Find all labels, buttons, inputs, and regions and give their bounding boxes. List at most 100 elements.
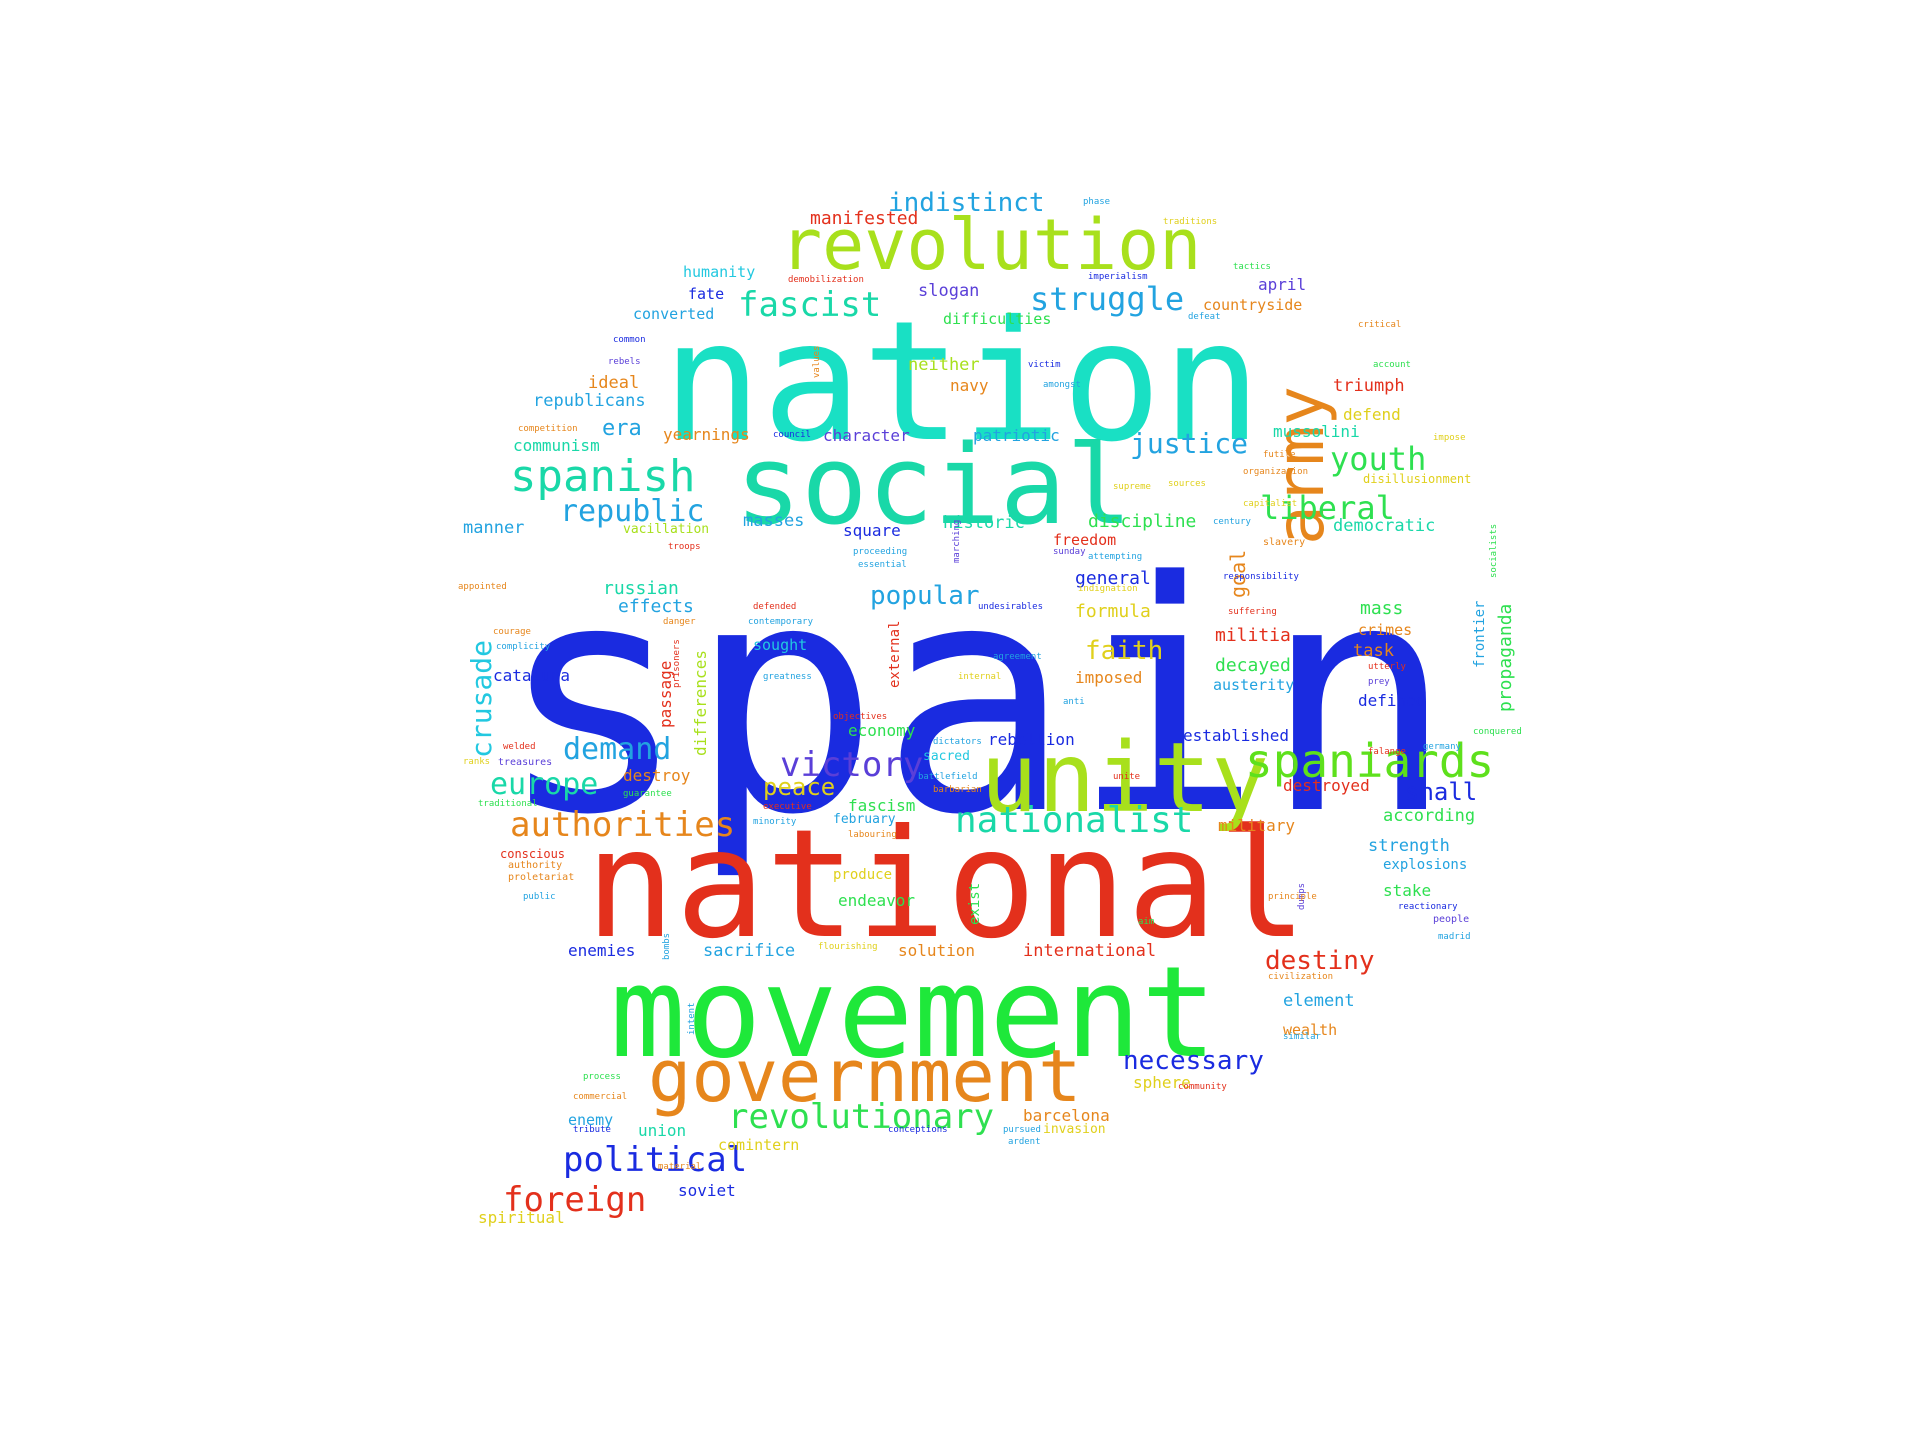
word-decayed: decayed (1215, 655, 1291, 676)
word-essential: essential (858, 560, 907, 570)
word-defend: defend (1343, 405, 1401, 424)
word-flourishing: flourishing (818, 942, 878, 952)
word-enemy: enemy (568, 1111, 614, 1129)
word-exist: exist (967, 882, 983, 925)
word-executive: executive (763, 802, 812, 812)
word-process: process (583, 1072, 621, 1082)
word-people: people (1433, 914, 1470, 925)
word-indignation: indignation (1078, 584, 1138, 594)
word-revolution: revolution (780, 204, 1202, 286)
word-international: international (1023, 941, 1157, 961)
word-justice: justice (1130, 427, 1249, 460)
word-reactionary: reactionary (1398, 902, 1458, 912)
word-necessary: necessary (1123, 1046, 1264, 1076)
word-manner: manner (463, 518, 525, 538)
word-communism: communism (513, 436, 600, 455)
word-demand: demand (563, 732, 672, 767)
word-defeat: defeat (1188, 312, 1221, 322)
word-common: common (613, 335, 646, 345)
word-fascism: fascism (848, 796, 916, 815)
word-account: account (1373, 360, 1411, 370)
word-militia: militia (1215, 625, 1291, 646)
word-defined: defined (1358, 691, 1426, 710)
word-slogan: slogan (918, 281, 980, 301)
word-values: values (812, 345, 822, 378)
word-revolutionary: revolutionary (728, 1097, 995, 1137)
word-authority: authority (508, 860, 563, 871)
word-sought: sought (753, 636, 808, 654)
word-attempting: attempting (1088, 552, 1143, 562)
word-slavery: slavery (1263, 537, 1306, 548)
word-comintern: comintern (718, 1136, 800, 1154)
word-barbarian: barbarian (933, 785, 982, 795)
word-public: public (523, 892, 556, 902)
word-crusade: crusade (465, 639, 498, 758)
word-unite: unite (1113, 772, 1141, 782)
word-council: council (773, 430, 811, 440)
word-movement: movement (610, 939, 1217, 1086)
word-treasures: treasures (498, 757, 553, 768)
word-troops: troops (668, 542, 701, 552)
word-complicity: complicity (496, 642, 551, 652)
word-strength: strength (1368, 836, 1450, 856)
word-guarantee: guarantee (623, 789, 672, 799)
word-victory: victory (780, 745, 924, 785)
word-invasion: invasion (1043, 1122, 1106, 1137)
word-utterly: utterly (1368, 662, 1406, 672)
word-anti: anti (1063, 697, 1085, 707)
word-internal: internal (958, 672, 1002, 682)
word-proletariat: proletariat (508, 872, 575, 883)
word-austerity: austerity (1213, 676, 1295, 694)
word-element: element (1283, 991, 1355, 1011)
word-frontier: frontier (1472, 600, 1488, 668)
word-barcelona: barcelona (1023, 1106, 1110, 1125)
word-greatness: greatness (763, 672, 812, 682)
word-danger: danger (663, 617, 696, 627)
word-freedom: freedom (1053, 531, 1117, 549)
word-sunday: sunday (1053, 547, 1086, 557)
word-competition: competition (518, 424, 578, 434)
word-fascist: fascist (738, 285, 882, 325)
word-spanish: spanish (510, 451, 696, 502)
word-objectives: objectives (833, 712, 888, 722)
word-supreme: supreme (1113, 482, 1151, 492)
word-disillusionment: disillusionment (1363, 472, 1472, 486)
word-destiny: destiny (1265, 946, 1375, 976)
word-destroyed: destroyed (1283, 776, 1370, 795)
word-countryside: countryside (1203, 296, 1303, 314)
word-external: external (887, 620, 903, 688)
word-spaniards: spaniards (1245, 734, 1495, 788)
word-amongst: amongst (1043, 380, 1081, 390)
word-ardent: ardent (1008, 1137, 1041, 1147)
word-contemporary: contemporary (748, 617, 814, 627)
word-germany: germany (1423, 742, 1461, 752)
word-navy: navy (950, 376, 989, 395)
word-sacred: sacred (923, 749, 970, 764)
word-democratic: democratic (1333, 516, 1436, 536)
word-social: social (735, 421, 1133, 549)
word-rebellion: rebellion (988, 730, 1075, 749)
word-sacrifice: sacrifice (703, 941, 796, 961)
word-propaganda: propaganda (1495, 603, 1516, 712)
word-era: era (602, 416, 642, 441)
word-square: square (843, 521, 901, 540)
word-traditions: traditions (1163, 217, 1218, 227)
word-masses: masses (743, 511, 805, 531)
word-unity: unity (980, 722, 1269, 834)
word-socialists: socialists (1489, 523, 1499, 578)
word-fate: fate (688, 285, 725, 303)
word-commercial: commercial (573, 1092, 628, 1102)
word-defended: defended (753, 602, 797, 612)
word-mussolini: mussolini (1273, 422, 1360, 441)
word-historic: historic (943, 513, 1025, 533)
word-labouring: labouring (848, 830, 897, 840)
word-similar: similar (1283, 1032, 1321, 1042)
word-capitalist: capitalist (1243, 499, 1298, 509)
word-agreement: agreement (993, 652, 1042, 662)
word-cataluna: cataluna (493, 666, 571, 685)
word-differences: differences (691, 650, 710, 756)
word-prisoners: prisoners (672, 639, 682, 688)
word-madrid: madrid (1438, 932, 1471, 942)
word-struggle: struggle (1030, 280, 1185, 318)
word-europe: europe (490, 767, 599, 802)
